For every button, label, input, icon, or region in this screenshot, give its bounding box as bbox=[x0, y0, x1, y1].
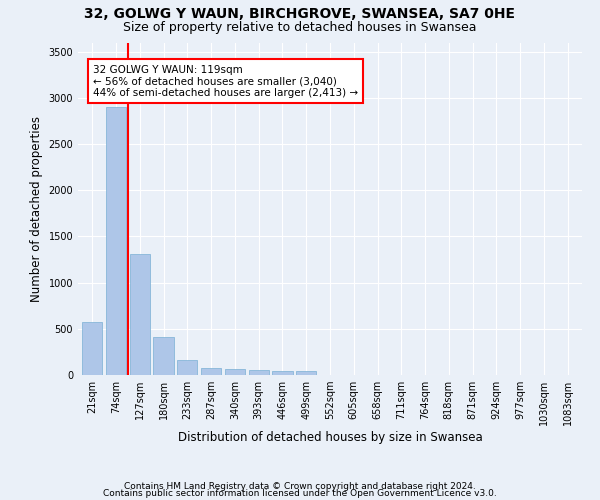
Y-axis label: Number of detached properties: Number of detached properties bbox=[30, 116, 43, 302]
Bar bbox=[272, 371, 293, 375]
X-axis label: Distribution of detached houses by size in Swansea: Distribution of detached houses by size … bbox=[178, 430, 482, 444]
Bar bbox=[296, 371, 316, 375]
Bar bbox=[82, 322, 103, 375]
Text: Contains HM Land Registry data © Crown copyright and database right 2024.: Contains HM Land Registry data © Crown c… bbox=[124, 482, 476, 491]
Bar bbox=[130, 254, 150, 375]
Bar bbox=[248, 370, 269, 375]
Bar bbox=[106, 107, 126, 375]
Bar bbox=[225, 370, 245, 375]
Text: Contains public sector information licensed under the Open Government Licence v3: Contains public sector information licen… bbox=[103, 490, 497, 498]
Bar bbox=[154, 336, 173, 375]
Text: Size of property relative to detached houses in Swansea: Size of property relative to detached ho… bbox=[123, 21, 477, 34]
Bar bbox=[177, 360, 197, 375]
Bar bbox=[201, 368, 221, 375]
Text: 32 GOLWG Y WAUN: 119sqm
← 56% of detached houses are smaller (3,040)
44% of semi: 32 GOLWG Y WAUN: 119sqm ← 56% of detache… bbox=[93, 64, 358, 98]
Text: 32, GOLWG Y WAUN, BIRCHGROVE, SWANSEA, SA7 0HE: 32, GOLWG Y WAUN, BIRCHGROVE, SWANSEA, S… bbox=[85, 8, 515, 22]
